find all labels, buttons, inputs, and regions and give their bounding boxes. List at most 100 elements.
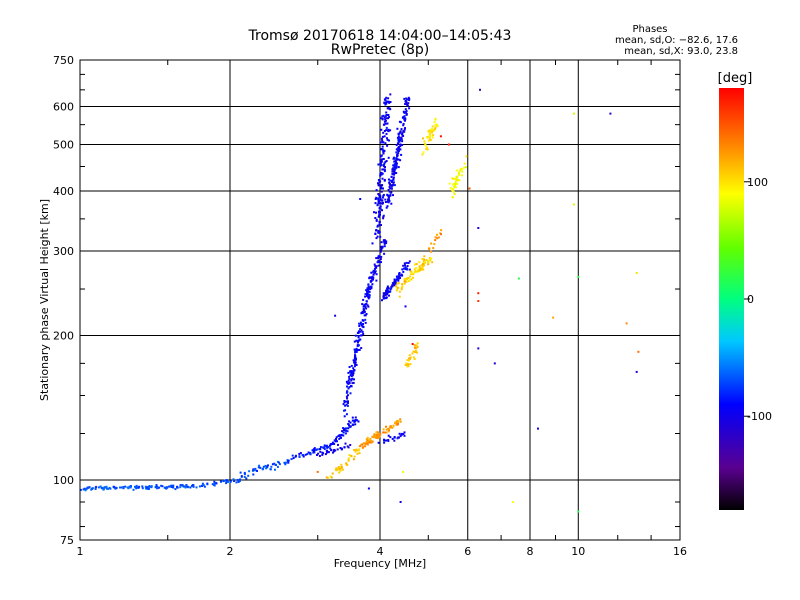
data-point [398,140,401,143]
data-point [394,159,397,162]
data-point [383,242,386,245]
data-point [383,163,385,166]
data-point [215,482,218,485]
data-point [394,172,397,174]
data-point [351,374,354,377]
data-point [423,255,426,258]
data-point [367,289,370,292]
data-point [311,449,314,452]
data-point [344,442,347,445]
data-point [378,255,381,258]
data-point [391,426,394,429]
data-point [402,433,405,435]
data-point [399,130,402,133]
data-point [404,108,407,111]
data-point [348,426,351,428]
data-point [371,283,374,286]
data-point [345,413,348,416]
data-point [344,404,347,407]
data-point [331,441,334,444]
data-point [307,451,310,454]
data-point [278,461,280,464]
data-point [383,438,385,441]
data-point [82,488,85,491]
data-point [146,486,149,489]
data-point [433,121,436,124]
data-point [235,481,238,484]
data-point [319,450,322,453]
data-point [381,117,384,120]
data-point [363,314,366,317]
data-point [347,459,350,462]
data-point [358,452,361,455]
data-point [383,252,386,255]
data-point [396,149,399,152]
data-point [425,148,428,151]
data-point [397,142,399,145]
data-point [136,486,139,489]
data-point [309,453,312,456]
data-point [447,143,450,146]
data-point [354,354,356,357]
data-point [387,156,390,159]
data-point [347,400,349,403]
data-point [377,229,380,232]
data-point [386,144,389,147]
data-point [377,261,380,264]
data-point [160,484,163,487]
data-point [395,157,398,160]
data-point [302,455,305,458]
data-point [361,330,364,333]
colorbar-tick-label: 0 [747,293,754,306]
data-point [339,469,342,472]
data-point [406,104,409,107]
data-point [367,441,370,444]
data-point [100,486,103,489]
data-point [353,420,356,423]
data-point [381,177,384,180]
data-point [375,237,378,240]
data-point [347,371,350,374]
data-point [361,311,364,314]
data-point [512,501,515,503]
data-point [299,452,302,455]
data-point [405,113,408,116]
data-point [371,435,374,438]
data-point [343,446,346,449]
data-point [386,200,389,203]
data-point [363,305,366,308]
data-point [372,273,375,276]
data-point [129,486,132,489]
data-point [329,443,332,446]
data-point [340,463,343,466]
data-point [379,258,382,261]
data-point [392,425,395,428]
data-point [90,488,93,491]
data-point [431,261,434,264]
data-point [371,278,374,281]
data-point [454,183,457,186]
data-point [387,129,389,132]
data-point [161,485,164,488]
data-point [436,237,439,240]
data-point [301,454,304,457]
data-point [366,304,369,307]
data-point [202,484,205,487]
data-point [245,477,248,480]
data-point [361,319,364,322]
data-point [335,467,338,470]
data-point [455,178,458,181]
data-point [366,436,369,439]
data-point [401,140,404,143]
data-point [381,172,384,175]
data-point [150,485,153,488]
data-point [380,184,383,187]
data-point [367,439,370,442]
data-point [172,484,175,487]
data-point [430,257,432,260]
data-point [427,261,430,264]
data-point [411,352,414,355]
data-point [375,266,378,269]
data-point [373,270,376,273]
data-point [357,344,360,347]
